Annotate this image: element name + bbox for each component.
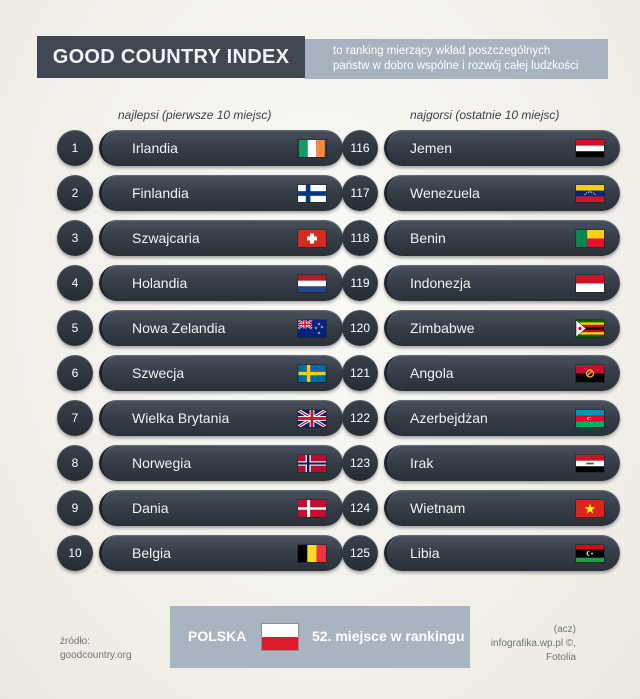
vietnam-flag-icon: [576, 500, 604, 517]
belgium-flag-icon: [298, 545, 326, 562]
credit-line-2: infografika.wp.pl ©,: [490, 638, 576, 649]
list-item: 4 Holandia: [57, 265, 347, 301]
denmark-flag-icon: [298, 500, 326, 517]
country-name: Finlandia: [132, 185, 189, 201]
list-item: 9 Dania: [57, 490, 347, 526]
list-item: 5 Nowa Zelandia: [57, 310, 347, 346]
source: źródło: goodcountry.org: [60, 635, 132, 663]
country-name: Wenezuela: [410, 185, 480, 201]
netherlands-flag-icon: [298, 275, 326, 292]
rank-badge: 118: [342, 220, 378, 256]
iraq-flag-icon: [576, 455, 604, 472]
country-name: Wielka Brytania: [132, 410, 230, 426]
rank-badge: 10: [57, 535, 93, 571]
poland-rank: 52. miejsce w rankingu: [312, 628, 465, 644]
country-name: Norwegia: [132, 455, 192, 471]
best-header: najlepsi (pierwsze 10 miejsc): [118, 108, 272, 122]
rank-badge: 116: [342, 130, 378, 166]
rank-badge: 120: [342, 310, 378, 346]
indonesia-flag-icon: [576, 275, 604, 292]
list-item: 118 Benin: [342, 220, 632, 256]
rank-badge: 124: [342, 490, 378, 526]
credit-line-1: (acz): [553, 624, 576, 635]
source-label: źródło:: [60, 636, 91, 647]
rank-badge: 1: [57, 130, 93, 166]
angola-flag-icon: [576, 365, 604, 382]
country-name: Benin: [410, 230, 446, 246]
ireland-flag-icon: [298, 140, 326, 157]
rank-badge: 122: [342, 400, 378, 436]
rank-badge: 121: [342, 355, 378, 391]
credit-line-3: Fotolia: [545, 652, 576, 663]
yemen-flag-icon: [576, 140, 604, 157]
rank-badge: 125: [342, 535, 378, 571]
worst-header: najgorsi (ostatnie 10 miejsc): [410, 108, 560, 122]
zimbabwe-flag-icon: [576, 320, 604, 337]
list-item: 124 Wietnam: [342, 490, 632, 526]
subtitle-line-2: państw w dobro wspólne i rozwój całej lu…: [333, 60, 579, 72]
country-name: Dania: [132, 500, 169, 516]
list-item: 1 Irlandia: [57, 130, 347, 166]
switzerland-flag-icon: [298, 230, 326, 247]
country-name: Irak: [410, 455, 434, 471]
uk-flag-icon: [298, 410, 326, 427]
rank-badge: 9: [57, 490, 93, 526]
list-item: 117 Wenezuela: [342, 175, 632, 211]
country-pill: [384, 175, 620, 211]
country-name: Zimbabwe: [410, 320, 475, 336]
rank-badge: 4: [57, 265, 93, 301]
subtitle-line-1: to ranking mierzący wkład poszczególnych: [333, 45, 551, 57]
list-item: 7 Wielka Brytania: [57, 400, 347, 436]
rank-badge: 2: [57, 175, 93, 211]
sweden-flag-icon: [298, 365, 326, 382]
country-name: Jemen: [410, 140, 453, 156]
list-item: 6 Szwecja: [57, 355, 347, 391]
norway-flag-icon: [298, 455, 326, 472]
rank-badge: 119: [342, 265, 378, 301]
poland-label: POLSKA: [188, 628, 247, 644]
list-item: 122 Azerbejdżan: [342, 400, 632, 436]
country-name: Szwecja: [132, 365, 185, 381]
rank-badge: 123: [342, 445, 378, 481]
list-item: 10 Belgia: [57, 535, 347, 571]
libya-flag-icon: [576, 545, 604, 562]
list-item: 2 Finlandia: [57, 175, 347, 211]
rank-badge: 8: [57, 445, 93, 481]
country-name: Indonezja: [410, 275, 471, 291]
country-name: Angola: [410, 365, 454, 381]
country-name: Irlandia: [132, 140, 178, 156]
rank-badge: 5: [57, 310, 93, 346]
new-zealand-flag-icon: [298, 320, 326, 337]
list-item: 123 Irak: [342, 445, 632, 481]
country-name: Holandia: [132, 275, 188, 291]
rank-badge: 3: [57, 220, 93, 256]
list-item: 119 Indonezja: [342, 265, 632, 301]
list-item: 121 Angola: [342, 355, 632, 391]
country-name: Nowa Zelandia: [132, 320, 226, 336]
list-item: 116 Jemen: [342, 130, 632, 166]
rank-badge: 7: [57, 400, 93, 436]
source-url: goodcountry.org: [60, 650, 132, 661]
list-item: 125 Libia: [342, 535, 632, 571]
list-item: 3 Szwajcaria: [57, 220, 347, 256]
country-name: Szwajcaria: [132, 230, 200, 246]
azerbaijan-flag-icon: [576, 410, 604, 427]
country-name: Azerbejdżan: [410, 410, 488, 426]
credit: (acz) infografika.wp.pl ©, Fotolia: [491, 623, 576, 665]
benin-flag-icon: [576, 230, 604, 247]
rank-badge: 6: [57, 355, 93, 391]
rank-badge: 117: [342, 175, 378, 211]
country-name: Belgia: [132, 545, 171, 561]
country-name: Libia: [410, 545, 440, 561]
list-item: 120 Zimbabwe: [342, 310, 632, 346]
subtitle: to ranking mierzący wkład poszczególnych…: [305, 39, 608, 79]
poland-bar: [170, 606, 470, 668]
finland-flag-icon: [298, 185, 326, 202]
country-name: Wietnam: [410, 500, 466, 516]
venezuela-flag-icon: [576, 185, 604, 202]
page-title: GOOD COUNTRY INDEX: [37, 36, 305, 78]
poland-flag-icon: [262, 624, 298, 650]
list-item: 8 Norwegia: [57, 445, 347, 481]
